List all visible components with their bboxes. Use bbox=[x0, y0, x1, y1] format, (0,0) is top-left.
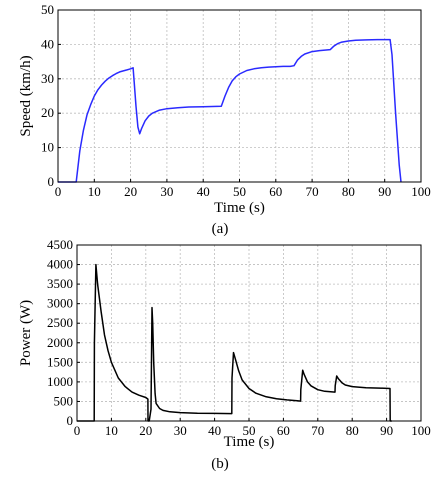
x-tick-label: 70 bbox=[306, 184, 319, 199]
y-tick-label: 3500 bbox=[47, 276, 73, 291]
x-tick-label: 0 bbox=[55, 184, 62, 199]
x-tick-label: 20 bbox=[139, 423, 152, 438]
y-tick-label: 1000 bbox=[47, 374, 73, 389]
x-tick-label: 30 bbox=[174, 423, 187, 438]
chart-panel-power: 0 10 20 30 40 50 60 70 80 90 100050010001500200025… bbox=[18, 237, 431, 472]
y-tick-label: 40 bbox=[41, 36, 54, 51]
x-tick-label: 50 bbox=[243, 423, 256, 438]
y-tick-label: 2000 bbox=[47, 335, 73, 350]
x-tick-label: 30 bbox=[160, 184, 173, 199]
x-tick-label: 20 bbox=[124, 184, 137, 199]
x-tick-label: 40 bbox=[197, 184, 210, 199]
x-tick-label: 50 bbox=[233, 184, 246, 199]
y-tick-label: 0 bbox=[67, 413, 74, 428]
x-axis-label: Time (s) bbox=[224, 434, 275, 450]
x-tick-label: 70 bbox=[311, 423, 324, 438]
y-axis-label: Speed (km/h) bbox=[18, 55, 34, 136]
y-tick-label: 2500 bbox=[47, 315, 73, 330]
y-tick-label: 4000 bbox=[47, 257, 73, 272]
y-tick-label: 0 bbox=[48, 174, 55, 189]
x-axis-label: Time (s) bbox=[214, 200, 265, 216]
y-tick-label: 1500 bbox=[47, 354, 73, 369]
x-tick-label: 80 bbox=[346, 423, 359, 438]
y-tick-label: 50 bbox=[41, 2, 54, 17]
plot-frame bbox=[57, 9, 422, 183]
plot-frame bbox=[76, 244, 422, 422]
y-tick-label: 500 bbox=[54, 393, 74, 408]
y-tick-label: 4500 bbox=[47, 237, 73, 252]
power-series-line bbox=[77, 263, 392, 422]
panel-label: (b) bbox=[211, 456, 229, 472]
panel-label: (a) bbox=[212, 221, 229, 237]
x-tick-label: 10 bbox=[105, 423, 118, 438]
y-tick-label: 20 bbox=[41, 105, 54, 120]
x-tick-label: 60 bbox=[269, 184, 282, 199]
y-tick-label: 3000 bbox=[47, 296, 73, 311]
x-tick-label: 60 bbox=[277, 423, 290, 438]
x-tick-label: 40 bbox=[208, 423, 221, 438]
y-tick-label: 30 bbox=[41, 71, 54, 86]
x-tick-label: 0 bbox=[74, 423, 81, 438]
y-axis-label: Power (W) bbox=[18, 300, 34, 366]
speed-series-line bbox=[58, 38, 402, 183]
x-tick-label: 10 bbox=[88, 184, 101, 199]
x-tick-label: 100 bbox=[411, 184, 431, 199]
x-tick-label: 100 bbox=[411, 423, 431, 438]
y-tick-label: 10 bbox=[41, 140, 54, 155]
x-tick-label: 80 bbox=[342, 184, 355, 199]
x-tick-label: 90 bbox=[380, 423, 393, 438]
x-tick-label: 90 bbox=[378, 184, 391, 199]
